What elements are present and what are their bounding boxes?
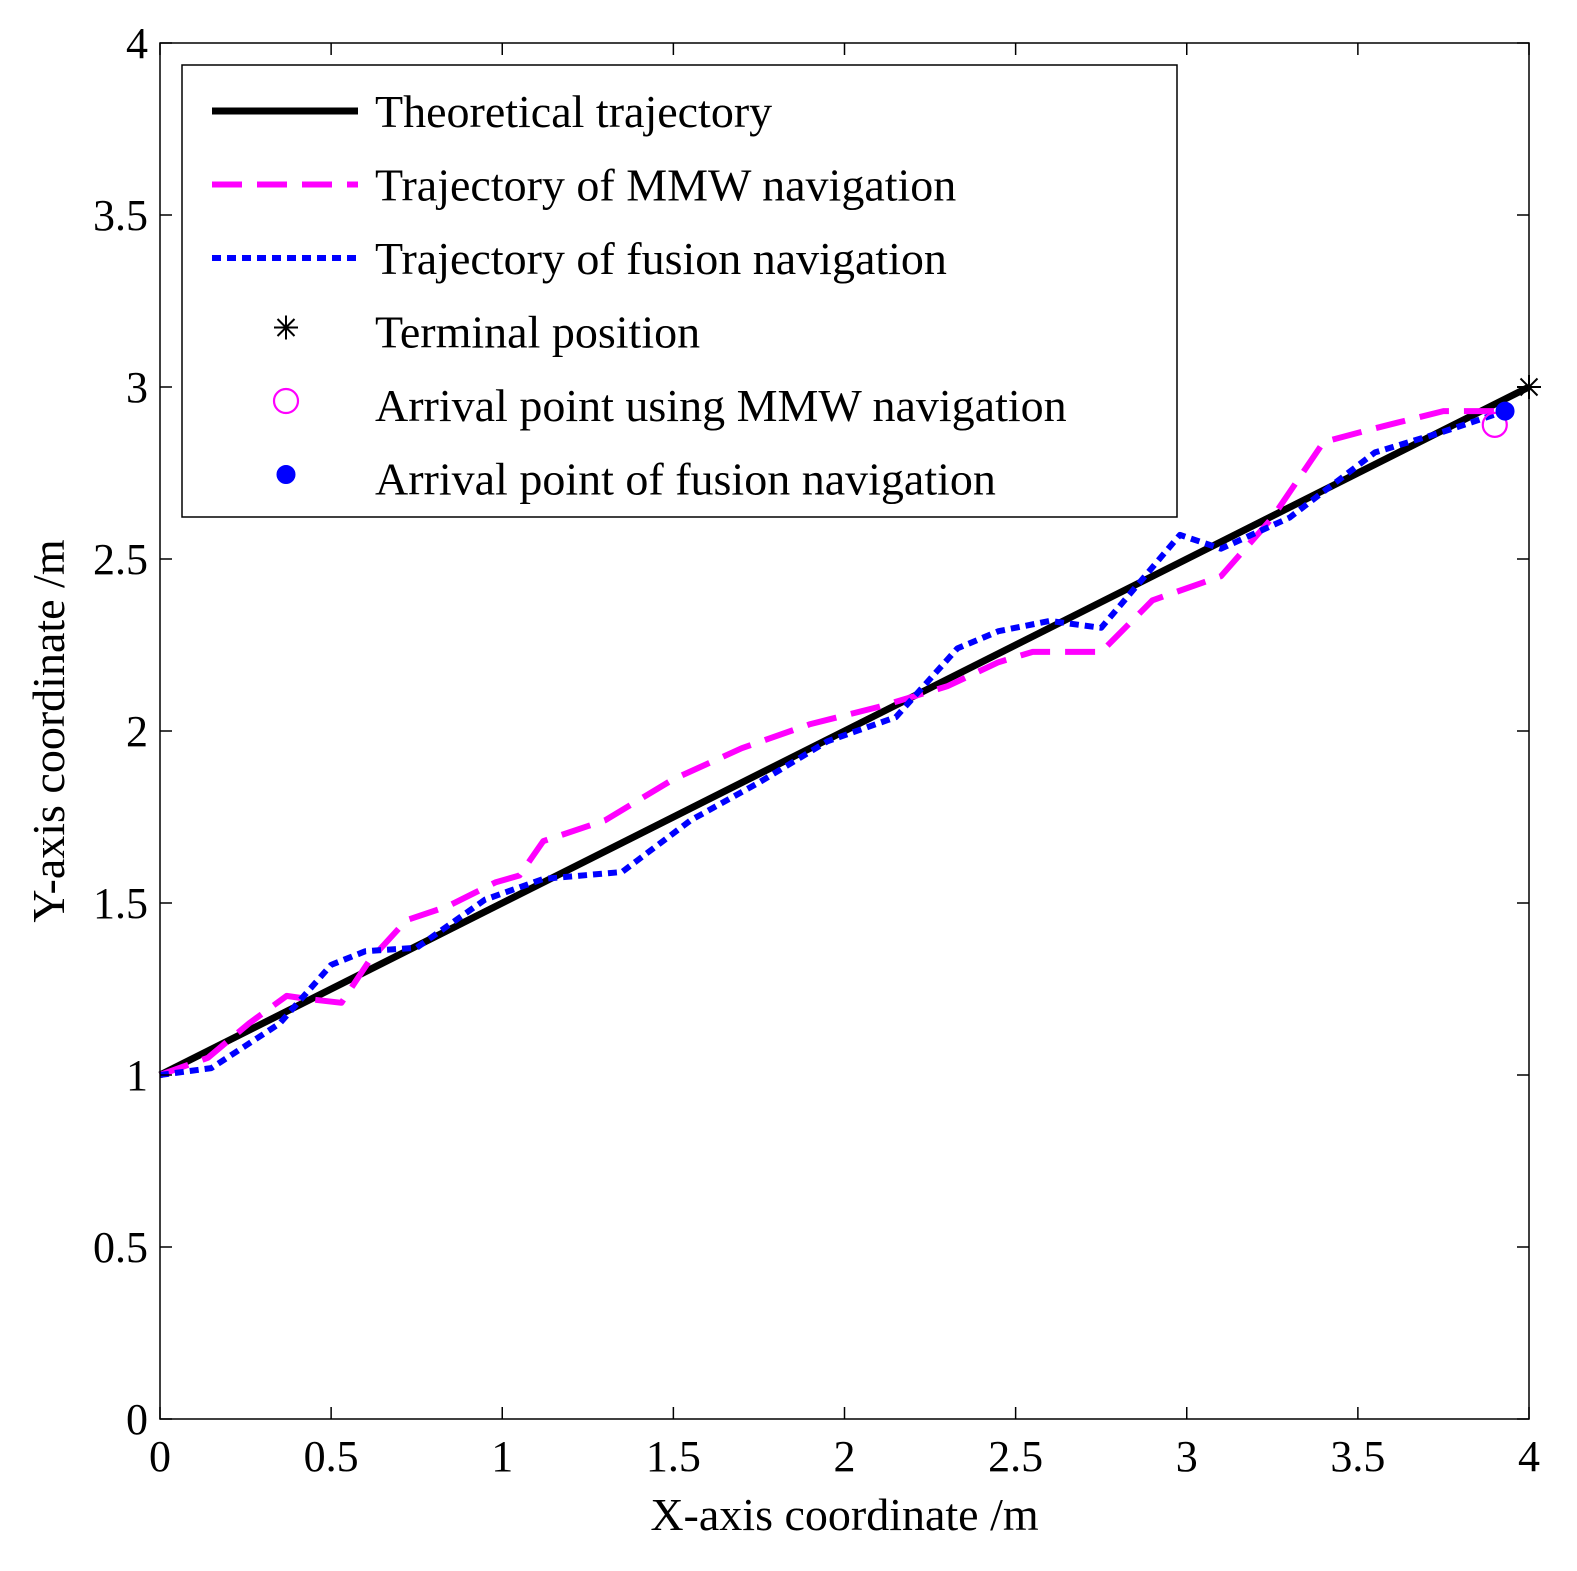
legend-label: Trajectory of MMW navigation <box>375 160 956 211</box>
x-tick-label: 0 <box>149 1432 171 1481</box>
y-tick-label: 2.5 <box>93 535 148 584</box>
y-tick-label: 0.5 <box>93 1223 148 1272</box>
y-tick-label: 0 <box>126 1395 148 1444</box>
legend-label: Theoretical trajectory <box>375 86 772 137</box>
legend-entry: Terminal position <box>274 307 700 358</box>
legend-swatch <box>276 465 296 484</box>
x-tick-label: 2.5 <box>988 1432 1043 1481</box>
x-axis-title: X-axis coordinate /m <box>650 1489 1039 1540</box>
legend-entry: Arrival point of fusion navigation <box>276 454 996 505</box>
series-5-marker <box>1481 411 1508 438</box>
axis-ticks: 0 0.5 1 1.5 2 2.5 3 3.5 4 0 0.5 1 1.5 2 2.5 3 3.5 4 <box>93 19 1540 1481</box>
legend-entry: Arrival point using MMW navigation <box>272 380 1067 431</box>
x-tick-label: 2 <box>834 1432 856 1481</box>
legend-swatch <box>274 315 298 340</box>
series-3-line <box>159 408 1506 1078</box>
x-tick-label: 3.5 <box>1330 1432 1385 1481</box>
y-tick-label: 3 <box>126 363 148 412</box>
legend-entry: Theoretical trajectory <box>212 86 772 137</box>
y-tick-label: 1.5 <box>93 879 148 928</box>
legend-label: Trajectory of fusion navigation <box>375 233 947 284</box>
y-tick-label: 4 <box>126 19 148 68</box>
legend-entry: Trajectory of MMW navigation <box>212 160 956 211</box>
legend: Theoretical trajectory Trajectory of MMW … <box>181 64 1178 518</box>
legend-label: Terminal position <box>375 307 700 358</box>
legend-swatch <box>272 387 300 415</box>
legend-label: Arrival point of fusion navigation <box>375 454 996 505</box>
y-tick-label: 1 <box>126 1051 148 1100</box>
y-tick-label: 2 <box>126 707 148 756</box>
series-2-line <box>158 408 1502 1078</box>
x-tick-label: 3 <box>1176 1432 1198 1481</box>
series-6-marker <box>1495 401 1515 421</box>
legend-box <box>181 64 1178 518</box>
series-1-line <box>158 383 1531 1079</box>
y-tick-label: 3.5 <box>93 191 148 240</box>
x-tick-label: 1.5 <box>646 1432 701 1481</box>
legend-entry: Trajectory of fusion navigation <box>212 233 947 284</box>
y-axis-title: Y-axis coordinate /m <box>23 539 74 922</box>
x-tick-label: 1 <box>491 1432 513 1481</box>
legend-label: Arrival point using MMW navigation <box>375 380 1067 431</box>
x-tick-label: 4 <box>1518 1432 1540 1481</box>
x-tick-label: 0.5 <box>304 1432 359 1481</box>
